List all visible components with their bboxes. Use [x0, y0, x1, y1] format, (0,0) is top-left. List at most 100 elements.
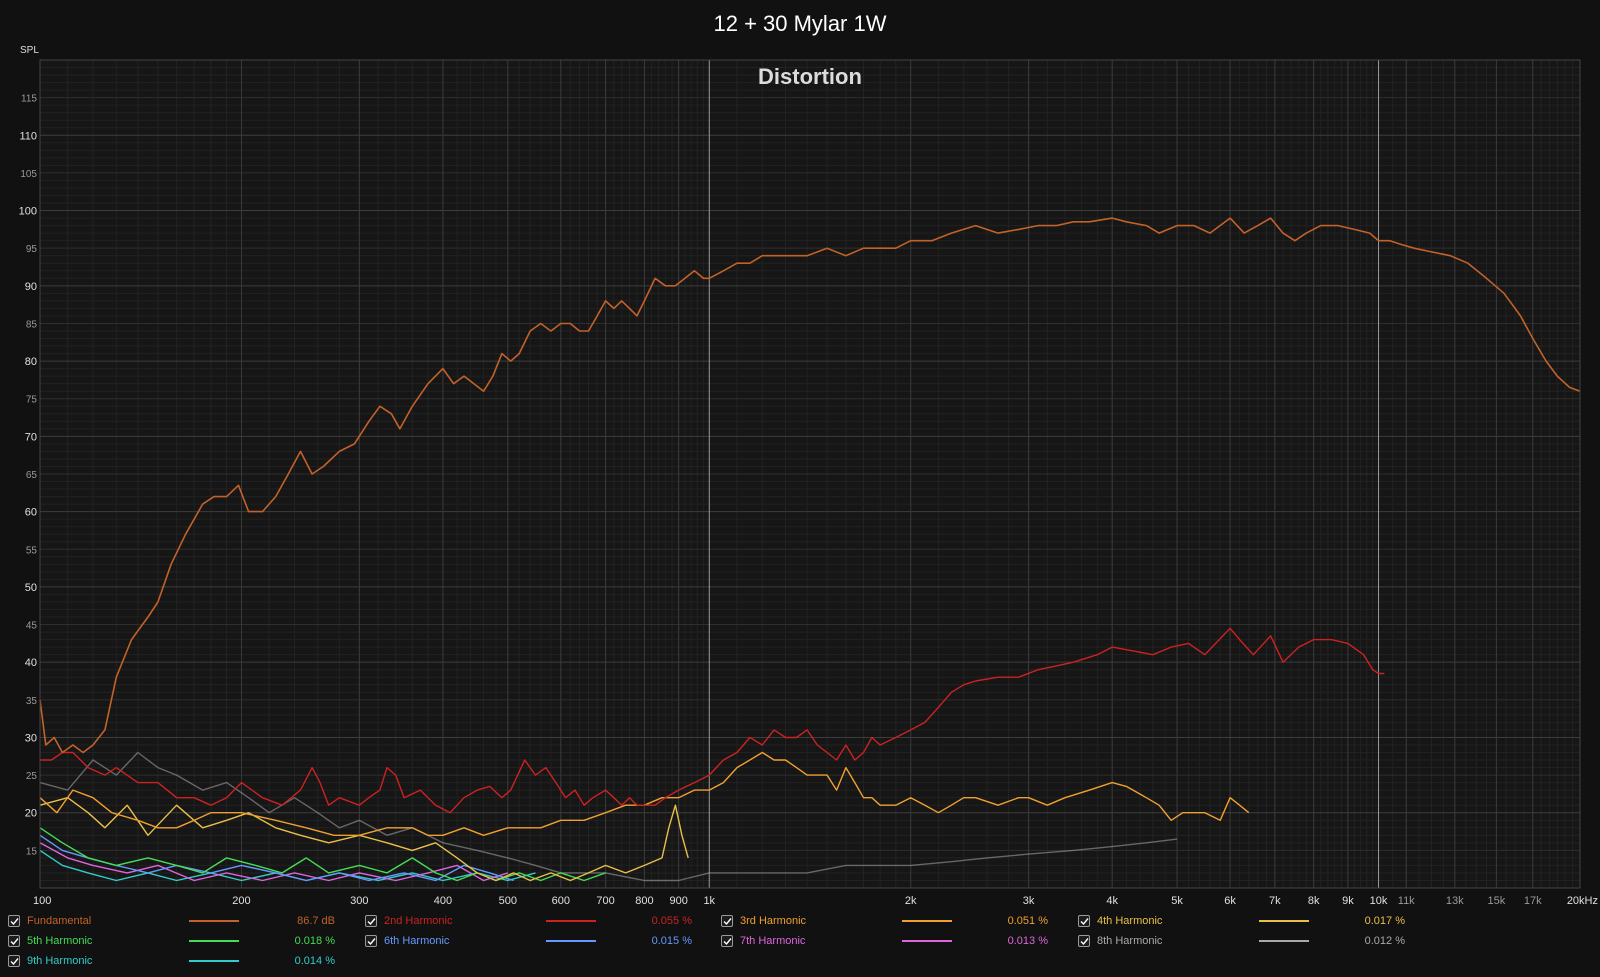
- y-tick-label: 55: [26, 545, 38, 556]
- series-line-7th-harmonic: [39, 842, 509, 882]
- legend-item-2nd-harmonic[interactable]: 2nd Harmonic 0.055 %: [365, 912, 720, 930]
- legend-item-label: 8th Harmonic: [1097, 935, 1163, 947]
- legend-item-label: 5th Harmonic: [27, 935, 93, 947]
- x-tick-label: 10k: [1370, 895, 1388, 907]
- y-tick-label: 105: [20, 169, 37, 180]
- y-axis-label: SPL: [20, 45, 39, 56]
- x-tick-label: 17k: [1524, 895, 1542, 907]
- legend-checkbox[interactable]: [365, 935, 377, 947]
- legend-item-value: 0.014 %: [294, 955, 335, 967]
- x-tick-label: 6k: [1224, 895, 1236, 907]
- legend-item-label: Fundamental: [27, 915, 92, 927]
- checkmark-icon: [1080, 918, 1089, 926]
- legend-item-8th-harmonic[interactable]: 8th Harmonic 0.012 %: [1078, 932, 1433, 950]
- x-tick-label: 300: [350, 895, 368, 907]
- x-tick-label: 20kHz: [1567, 895, 1598, 907]
- y-tick-label: 80: [25, 356, 37, 368]
- y-tick-label: 95: [26, 244, 38, 255]
- y-tick-label: 15: [26, 846, 38, 857]
- checkmark-icon: [10, 958, 19, 966]
- y-axis-ticks: 15 20 25 30 35 40 45 50 55 60 65 70 75 80 85 90 95 100 105…: [19, 94, 38, 858]
- x-tick-label: 400: [434, 895, 452, 907]
- legend-item-3rd-harmonic[interactable]: 3rd Harmonic 0.051 %: [721, 912, 1076, 930]
- legend-item-value: 0.051 %: [1007, 915, 1048, 927]
- legend-swatch: [546, 920, 596, 922]
- y-tick-label: 100: [19, 206, 37, 218]
- series-line-fundamental: [39, 217, 1581, 754]
- x-tick-label: 7k: [1269, 895, 1281, 907]
- legend-item-label: 6th Harmonic: [384, 935, 450, 947]
- series-line-5th-harmonic: [39, 827, 606, 882]
- checkmark-icon: [367, 938, 376, 946]
- y-tick-label: 90: [25, 281, 37, 293]
- legend-swatch: [1259, 920, 1309, 922]
- series-line-8th-harmonic: [39, 751, 1178, 882]
- y-tick-label: 25: [26, 771, 38, 782]
- legend-swatch: [546, 940, 596, 942]
- y-tick-label: 50: [25, 582, 37, 594]
- legend-item-value: 0.018 %: [294, 935, 335, 947]
- legend-item-7th-harmonic[interactable]: 7th Harmonic 0.013 %: [721, 932, 1076, 950]
- legend-swatch: [902, 940, 952, 942]
- x-tick-label: 100: [33, 895, 51, 907]
- x-tick-label: 800: [635, 895, 653, 907]
- legend-checkbox[interactable]: [721, 915, 733, 927]
- legend-item-label: 9th Harmonic: [27, 955, 93, 967]
- checkmark-icon: [10, 918, 19, 926]
- legend-item-label: 4th Harmonic: [1097, 915, 1163, 927]
- legend-item-value: 0.013 %: [1007, 935, 1048, 947]
- y-tick-label: 45: [26, 621, 38, 632]
- legend-swatch: [189, 940, 239, 942]
- x-tick-label: 3k: [1023, 895, 1035, 907]
- legend-item-value: 0.015 %: [651, 935, 692, 947]
- legend-item-value: 0.012 %: [1364, 935, 1405, 947]
- y-tick-label: 85: [26, 319, 38, 330]
- y-tick-label: 60: [25, 507, 37, 519]
- legend-checkbox[interactable]: [1078, 935, 1090, 947]
- checkmark-icon: [723, 918, 732, 926]
- legend-swatch: [189, 920, 239, 922]
- legend-item-label: 3rd Harmonic: [740, 915, 807, 927]
- legend-checkbox[interactable]: [721, 935, 733, 947]
- y-tick-label: 65: [26, 470, 38, 481]
- series-line-3rd-harmonic: [39, 751, 1250, 836]
- x-tick-label: 9k: [1342, 895, 1354, 907]
- x-tick-label: 5k: [1171, 895, 1183, 907]
- legend-item-4th-harmonic[interactable]: 4th Harmonic 0.017 %: [1078, 912, 1433, 930]
- y-tick-label: 40: [25, 657, 37, 669]
- legend: Fundamental 86.7 dB 2nd Harmonic 0.055 % 3rd…: [0, 912, 1600, 977]
- x-axis-ticks: 100 200 300 400 500 600 700 800 900 1k 2k 3k 4k 5k 6k 7…: [33, 895, 1598, 907]
- x-tick-label: 2k: [905, 895, 917, 907]
- y-tick-label: 30: [25, 732, 37, 744]
- y-tick-label: 115: [21, 94, 37, 105]
- x-tick-label: 1k: [703, 895, 715, 907]
- x-tick-label: 700: [596, 895, 614, 907]
- checkmark-icon: [10, 938, 19, 946]
- series-layer: [39, 217, 1581, 882]
- legend-checkbox[interactable]: [8, 915, 20, 927]
- series-line-2nd-harmonic: [40, 627, 1385, 814]
- legend-item-value: 0.017 %: [1364, 915, 1405, 927]
- legend-checkbox[interactable]: [8, 935, 20, 947]
- legend-item-6th-harmonic[interactable]: 6th Harmonic 0.015 %: [365, 932, 720, 950]
- legend-item-fundamental[interactable]: Fundamental 86.7 dB: [8, 912, 363, 930]
- x-tick-label: 200: [232, 895, 250, 907]
- chart-subtitle: Distortion: [758, 64, 862, 89]
- legend-item-value: 86.7 dB: [297, 915, 335, 927]
- legend-checkbox[interactable]: [365, 915, 377, 927]
- y-tick-label: 70: [25, 431, 37, 443]
- x-tick-label: 900: [669, 895, 687, 907]
- x-tick-label: 11k: [1398, 895, 1415, 907]
- legend-checkbox[interactable]: [8, 955, 20, 967]
- legend-checkbox[interactable]: [1078, 915, 1090, 927]
- y-tick-label: 110: [19, 130, 37, 142]
- x-tick-label: 8k: [1308, 895, 1320, 907]
- legend-item-5th-harmonic[interactable]: 5th Harmonic 0.018 %: [8, 932, 363, 950]
- legend-swatch: [1259, 940, 1309, 942]
- checkmark-icon: [723, 938, 732, 946]
- plot-border: [39, 59, 1581, 889]
- x-tick-label: 600: [552, 895, 570, 907]
- chart-title: 12 + 30 Mylar 1W: [713, 11, 886, 36]
- legend-item-9th-harmonic[interactable]: 9th Harmonic 0.014 %: [8, 952, 363, 970]
